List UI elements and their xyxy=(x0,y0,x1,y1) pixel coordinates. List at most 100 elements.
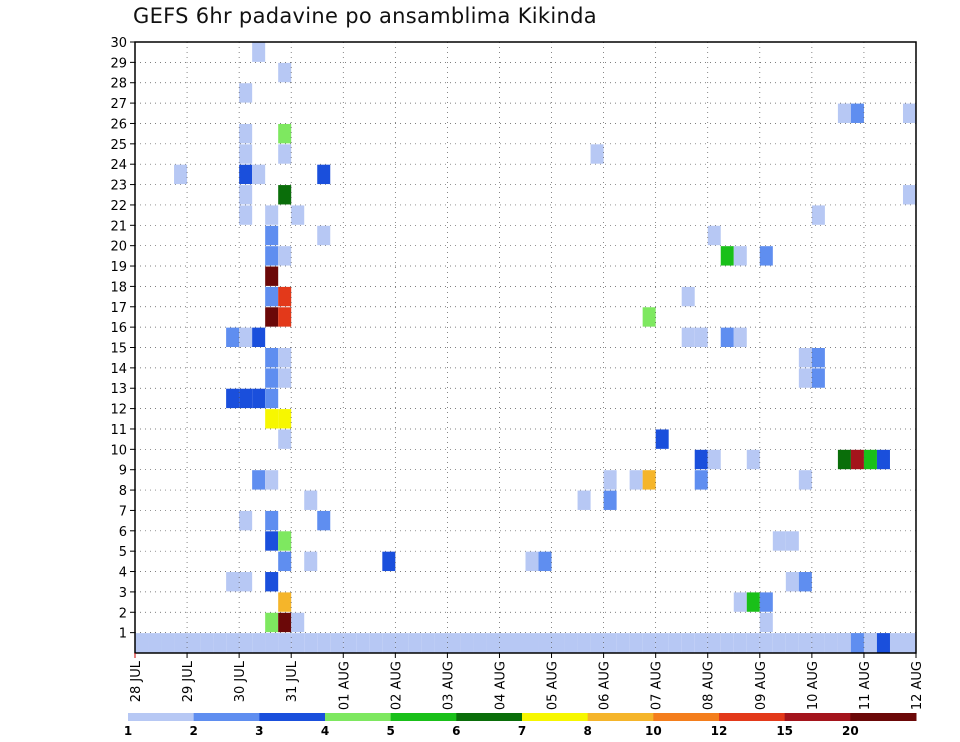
heatmap-cell xyxy=(278,144,292,164)
heatmap-cell xyxy=(525,551,539,572)
heatmap-cell xyxy=(759,633,773,653)
legend-swatch xyxy=(193,713,260,721)
x-tick-label: 05 AUG xyxy=(546,661,561,710)
heatmap-cell xyxy=(603,490,617,510)
x-tick-label: 09 AUG xyxy=(754,661,769,710)
heatmap-cell xyxy=(746,592,760,612)
heatmap-cell xyxy=(811,205,825,225)
heatmap-cell xyxy=(629,470,643,490)
heatmap-cell xyxy=(239,510,253,531)
heatmap-cell xyxy=(811,348,825,368)
heatmap-cell xyxy=(525,633,539,653)
heatmap-cell xyxy=(252,164,266,185)
y-tick-label: 9 xyxy=(119,464,127,479)
heatmap-cell xyxy=(213,633,227,653)
heatmap-cell xyxy=(278,62,292,83)
heatmap-cell xyxy=(278,286,292,307)
heatmap-cell xyxy=(681,633,695,653)
heatmap-cell xyxy=(278,185,292,205)
heatmap-cell xyxy=(265,205,279,225)
heatmap-cell xyxy=(837,633,851,653)
heatmap-cell xyxy=(226,633,240,653)
heatmap-cell xyxy=(720,246,734,266)
heatmap-cell xyxy=(239,388,253,409)
heatmap-cell xyxy=(759,592,773,612)
heatmap-cell xyxy=(681,327,695,347)
heatmap-cell xyxy=(382,551,396,572)
heatmap-cell xyxy=(265,266,279,286)
heatmap-cell xyxy=(837,449,851,470)
heatmap-cell xyxy=(720,633,734,653)
heatmap-cell xyxy=(278,531,292,551)
heatmap-cell xyxy=(694,470,708,490)
y-tick-label: 21 xyxy=(110,219,127,234)
heatmap-cell xyxy=(174,164,188,185)
heatmap-cell xyxy=(226,327,240,347)
heatmap-cell xyxy=(473,633,487,653)
y-tick-label: 28 xyxy=(110,77,127,92)
heatmap-cell xyxy=(291,205,305,225)
heatmap-cell xyxy=(811,633,825,653)
legend-swatch xyxy=(653,713,720,721)
heatmap-cell xyxy=(733,327,747,347)
heatmap-cell xyxy=(317,633,331,653)
legend-label: 2 xyxy=(189,724,197,738)
heatmap-cell xyxy=(278,612,292,633)
legend-label: 7 xyxy=(518,724,526,738)
heatmap-cell xyxy=(369,633,383,653)
y-tick-label: 4 xyxy=(119,566,127,581)
x-tick-label: 10 AUG xyxy=(806,661,821,710)
y-tick-label: 24 xyxy=(110,158,127,173)
heatmap-cell xyxy=(746,633,760,653)
y-tick-label: 22 xyxy=(110,199,127,214)
heatmap-cell xyxy=(694,449,708,470)
heatmap-cell xyxy=(512,633,526,653)
heatmap-cell xyxy=(863,449,877,470)
legend-label: 1 xyxy=(124,724,132,738)
heatmap-cell xyxy=(252,633,266,653)
heatmap-cell xyxy=(265,510,279,531)
heatmap-cell xyxy=(265,409,279,429)
heatmap-cell xyxy=(577,490,591,510)
heatmap-cell xyxy=(629,633,643,653)
heatmap-cell xyxy=(239,164,253,185)
legend-label: 6 xyxy=(452,724,460,738)
heatmap-cell xyxy=(499,633,513,653)
heatmap-cell xyxy=(837,103,851,123)
axes-layer: 1234567891011121314151617181920212223242… xyxy=(110,36,925,710)
heatmap-cell xyxy=(408,633,422,653)
heatmap-cell xyxy=(317,225,331,246)
heatmap-cell xyxy=(278,307,292,327)
heatmap-cell xyxy=(733,246,747,266)
y-tick-label: 16 xyxy=(110,321,127,336)
x-tick-label: 12 AUG xyxy=(910,661,925,710)
heatmap-cell xyxy=(187,633,201,653)
heatmap-cell xyxy=(291,612,305,633)
heatmap-cell xyxy=(694,633,708,653)
y-tick-label: 1 xyxy=(119,627,127,642)
heatmap-cell xyxy=(850,449,864,470)
legend-swatch xyxy=(325,713,392,721)
heatmap-cell xyxy=(707,225,721,246)
cells-layer xyxy=(135,42,916,653)
heatmap-cell xyxy=(239,633,253,653)
heatmap-cell xyxy=(876,633,890,653)
heatmap-cell xyxy=(161,633,175,653)
x-tick-label: 03 AUG xyxy=(441,661,456,710)
heatmap-cell xyxy=(434,633,448,653)
x-tick-label: 30 JUL xyxy=(233,660,248,702)
heatmap-cell xyxy=(538,633,552,653)
heatmap-cell xyxy=(278,368,292,388)
y-tick-label: 19 xyxy=(110,260,127,275)
heatmap-cell xyxy=(239,83,253,103)
heatmap-cell xyxy=(278,409,292,429)
y-tick-label: 25 xyxy=(110,138,127,153)
heatmap-cell xyxy=(174,633,188,653)
heatmap-cell xyxy=(720,327,734,347)
heatmap-cell xyxy=(564,633,578,653)
heatmap-cell xyxy=(200,633,214,653)
heatmap-cell xyxy=(902,103,916,123)
heatmap-cell xyxy=(590,633,604,653)
heatmap-cell xyxy=(655,429,669,449)
heatmap-cell xyxy=(278,348,292,368)
